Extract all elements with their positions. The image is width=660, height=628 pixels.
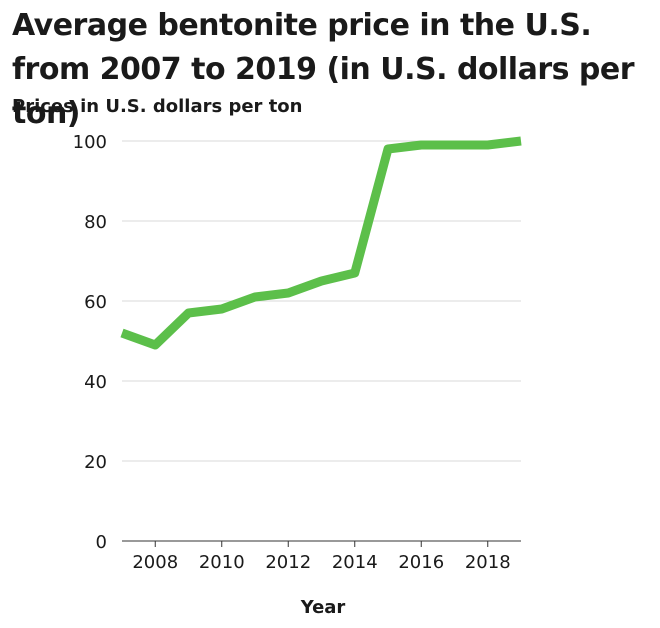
y-tick-label: 80 [84,212,107,233]
x-tick-label: 2016 [398,552,444,573]
gridlines [122,140,521,542]
y-tick-label: 20 [84,452,107,473]
x-tick-label: 2018 [465,552,511,573]
y-tick-label: 0 [96,532,107,553]
x-tick-label: 2012 [265,552,311,573]
y-axis-label: Prices in U.S. dollars per ton [12,96,303,117]
chart-title: Average bentonite price in the U.S. from… [12,8,635,131]
x-tick-label: 2014 [332,552,378,573]
series-line-bentonite-price [120,136,522,350]
x-tick-labels: 2008 2010 2012 2014 2016 2018 [132,541,511,573]
x-axis-label: Year [300,597,346,618]
x-tick-label: 2010 [199,552,245,573]
x-tick-label: 2008 [132,552,178,573]
y-tick-label: 40 [84,372,107,393]
y-tick-label: 100 [73,132,107,153]
y-tick-labels: 0 20 40 60 80 100 [73,132,107,553]
y-tick-label: 60 [84,292,107,313]
